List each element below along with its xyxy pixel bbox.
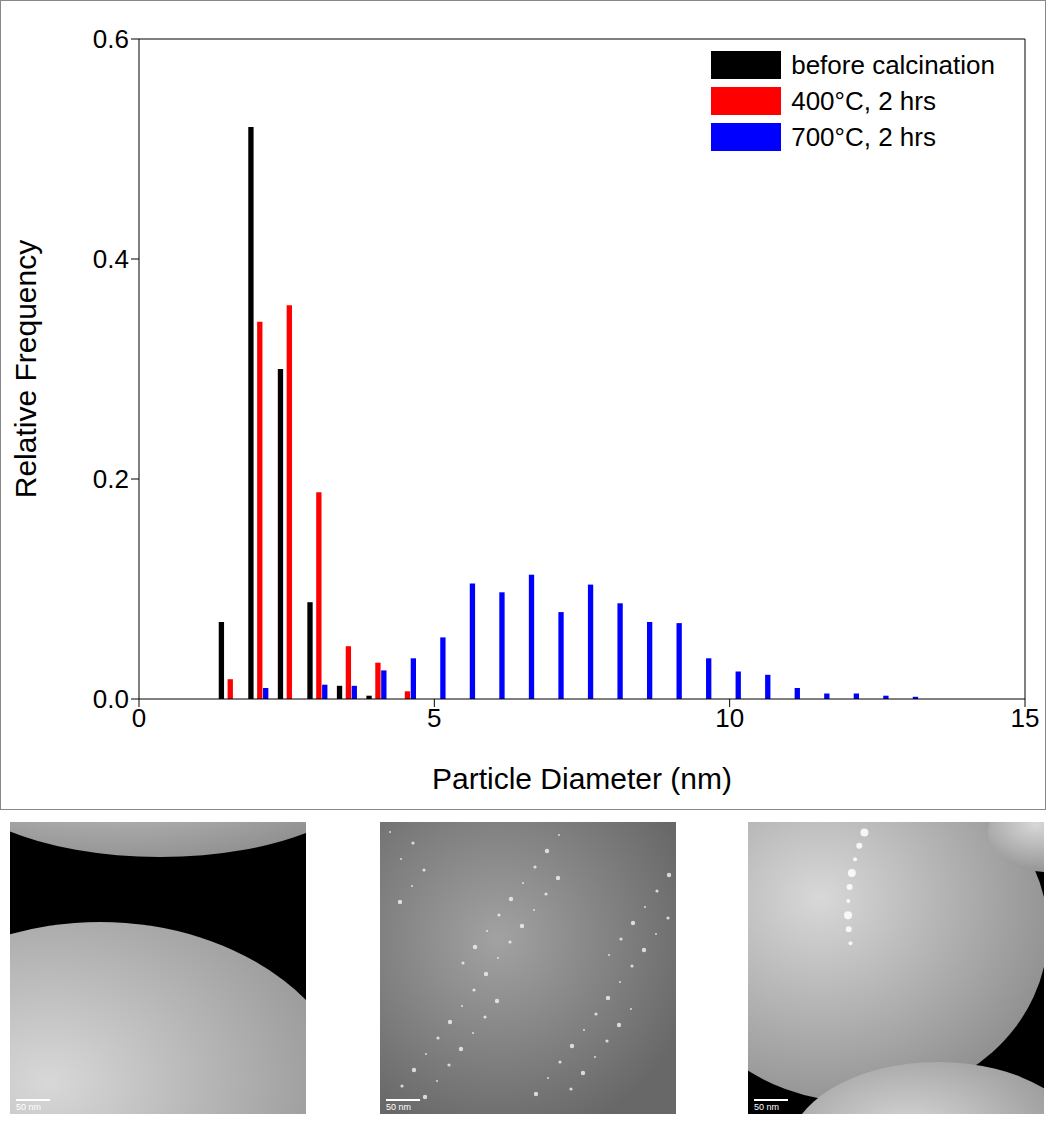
svg-text:Particle Diameter (nm): Particle Diameter (nm): [432, 762, 732, 795]
svg-text:0: 0: [132, 703, 146, 733]
svg-text:50 nm: 50 nm: [16, 1102, 41, 1112]
svg-text:15: 15: [1011, 703, 1040, 733]
html-text:400°C, 2 hrs: 400°C, 2 hrs: [791, 85, 936, 116]
svg-text:0.6: 0.6: [93, 24, 129, 54]
svg-text:5: 5: [427, 703, 441, 733]
svg-text:0.2: 0.2: [93, 464, 129, 494]
svg-text:10: 10: [715, 703, 744, 733]
svg-text:50 nm: 50 nm: [754, 1102, 779, 1112]
svg-text:0.0: 0.0: [93, 684, 129, 714]
html-text:700°C, 2 hrs: 700°C, 2 hrs: [791, 121, 936, 152]
svg-text:Relative Frequency: Relative Frequency: [9, 240, 42, 498]
html-text:before calcination: before calcination: [791, 49, 995, 80]
svg-text:0.4: 0.4: [93, 244, 129, 274]
svg-text:50 nm: 50 nm: [386, 1102, 411, 1112]
